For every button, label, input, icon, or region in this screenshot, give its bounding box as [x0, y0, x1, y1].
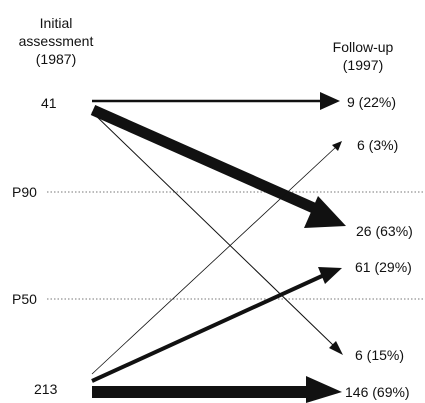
outcome-label-6-low: 6 (15%): [355, 347, 404, 363]
left-header-line-1: Initial: [40, 15, 73, 31]
right-header-line-1: Follow-up: [333, 39, 394, 55]
arrow-213-to-61: [91, 267, 342, 383]
arrow-41-to-6-low: [91, 111, 343, 355]
outcome-label-26: 26 (63%): [356, 223, 413, 239]
p50-label: P50: [12, 291, 37, 307]
outcome-label-9: 9 (22%): [347, 94, 396, 110]
right-header-line-2: (1997): [343, 57, 383, 73]
outcome-label-146: 146 (69%): [345, 384, 410, 400]
arrow-41-to-9: [92, 92, 340, 110]
arrow-41-to-26: [90, 104, 346, 228]
arrow-213-to-146: [92, 376, 342, 403]
outcome-label-61: 61 (29%): [355, 259, 412, 275]
p90-label: P90: [12, 184, 37, 200]
left-header-line-3: (1987): [36, 51, 76, 67]
arrow-213-to-6: [91, 141, 342, 375]
initial-low-label: 213: [34, 381, 58, 397]
left-header-line-2: assessment: [19, 33, 94, 49]
initial-high-label: 41: [41, 95, 57, 111]
outcome-label-6-top: 6 (3%): [357, 137, 398, 153]
